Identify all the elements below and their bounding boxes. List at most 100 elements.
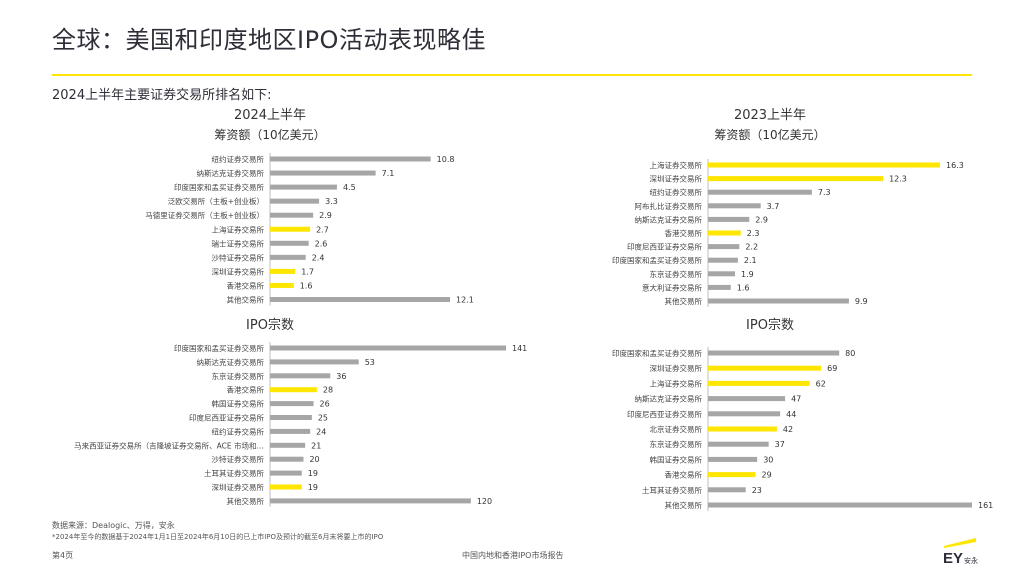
category-label: 其他交易所 — [227, 496, 265, 506]
category-label: 印度国家和孟买证券交易所 — [612, 255, 702, 265]
chart-title: 2024上半年 — [234, 108, 306, 123]
data-label: 42 — [783, 425, 793, 434]
bar — [708, 472, 756, 478]
category-label: 马来西亚证券交易所（吉隆坡证券交易所、ACE 市场和… — [74, 440, 264, 450]
chart-title: IPO宗数 — [246, 317, 294, 333]
bar — [270, 212, 314, 218]
bar — [708, 230, 741, 236]
bar — [270, 456, 304, 462]
data-label: 3.3 — [325, 197, 338, 206]
data-label: 2.9 — [755, 215, 768, 224]
footnote: *2024年至今的数据基于2024年1月1日至2024年6月10日的已上市IPO… — [52, 533, 384, 541]
category-label: 上海证券交易所 — [650, 160, 703, 170]
bar — [708, 203, 761, 209]
chart-title: 2023上半年 — [734, 108, 806, 123]
data-label: 29 — [762, 471, 772, 480]
svg-text:EY: EY — [943, 550, 963, 566]
data-label: 7.1 — [382, 169, 395, 178]
data-label: 25 — [318, 414, 328, 423]
svg-text:安永: 安永 — [964, 556, 978, 565]
bar — [708, 456, 758, 462]
data-label: 2.4 — [312, 253, 325, 262]
bar — [708, 487, 746, 493]
category-label: 其他交易所 — [665, 296, 703, 306]
category-label: 意大利证券交易所 — [642, 282, 702, 292]
data-label: 62 — [816, 379, 826, 388]
category-label: 香港交易所 — [665, 470, 703, 480]
bar — [270, 198, 320, 204]
category-label: 其他交易所 — [665, 500, 703, 510]
bar — [708, 244, 740, 250]
data-label: 19 — [308, 469, 318, 478]
category-label: 沙特证券交易所 — [212, 454, 265, 464]
category-label: 香港交易所 — [665, 228, 703, 238]
data-label: 37 — [775, 440, 785, 449]
page-subtitle: 2024上半年主要证券交易所排名如下: — [52, 88, 272, 103]
data-label: 28 — [323, 386, 333, 395]
bar — [708, 284, 731, 290]
bar — [270, 442, 306, 448]
bar — [708, 411, 781, 417]
category-label: 泛欧交易所（主板+创业板） — [168, 196, 264, 206]
data-label: 53 — [365, 358, 375, 367]
data-label: 30 — [763, 455, 773, 464]
category-label: 东京证券交易所 — [212, 371, 265, 381]
data-label: 120 — [477, 497, 492, 506]
category-label: 深圳证券交易所 — [212, 266, 265, 276]
data-label: 3.7 — [767, 202, 780, 211]
data-label: 80 — [845, 349, 855, 358]
data-label: 2.2 — [745, 243, 758, 252]
category-label: 东京证券交易所 — [650, 269, 703, 279]
bar — [708, 426, 777, 432]
bar — [708, 298, 849, 304]
bar — [708, 216, 750, 222]
bar — [270, 387, 317, 393]
data-label: 69 — [827, 364, 837, 373]
data-label: 161 — [978, 501, 993, 510]
bar — [708, 271, 736, 277]
category-label: 纽约证券交易所 — [212, 154, 265, 164]
bar — [708, 257, 738, 263]
category-label: 东京证券交易所 — [650, 439, 703, 449]
data-source: 数据来源：Dealogic、万得，安永 — [52, 521, 175, 530]
bar — [708, 176, 884, 182]
data-label: 2.3 — [747, 229, 760, 238]
bar — [270, 254, 306, 260]
data-label: 7.3 — [818, 188, 831, 197]
bar — [270, 498, 471, 504]
data-label: 1.6 — [737, 283, 750, 292]
data-label: 1.7 — [301, 267, 314, 276]
category-label: 北京证券交易所 — [650, 424, 703, 434]
category-label: 香港交易所 — [227, 385, 265, 395]
category-label: 纳斯达克证券交易所 — [197, 357, 265, 367]
category-label: 印度尼西亚证券交易所 — [627, 409, 702, 419]
chart-subtitle: 筹资额（10亿美元） — [714, 127, 825, 142]
bar — [270, 345, 506, 351]
chart-title: IPO宗数 — [746, 317, 794, 333]
data-label: 47 — [791, 395, 801, 404]
data-label: 26 — [320, 400, 330, 409]
category-label: 土耳其证券交易所 — [642, 485, 702, 495]
bar — [270, 428, 311, 434]
page-number: 第4页 — [52, 551, 74, 560]
category-label: 瑞士证券交易所 — [212, 238, 265, 248]
data-label: 9.9 — [855, 297, 868, 306]
bar — [708, 380, 810, 386]
category-label: 香港交易所 — [227, 280, 265, 290]
data-label: 1.6 — [300, 281, 313, 290]
category-label: 印度国家和孟买证券交易所 — [174, 343, 264, 353]
category-label: 韩国证券交易所 — [650, 454, 703, 464]
bar — [270, 240, 309, 246]
bar — [270, 297, 450, 302]
bar — [270, 268, 296, 274]
bar — [270, 170, 376, 176]
category-label: 其他交易所 — [227, 295, 265, 305]
title-divider — [52, 74, 972, 76]
report-name: 中国内地和香港IPO市场报告 — [462, 551, 564, 560]
category-label: 上海证券交易所 — [650, 378, 703, 388]
data-label: 10.8 — [437, 155, 455, 164]
category-label: 马德里证券交易所（主板+创业板） — [145, 210, 264, 220]
bar — [270, 282, 294, 288]
data-label: 2.7 — [316, 225, 329, 234]
data-label: 21 — [311, 441, 321, 450]
